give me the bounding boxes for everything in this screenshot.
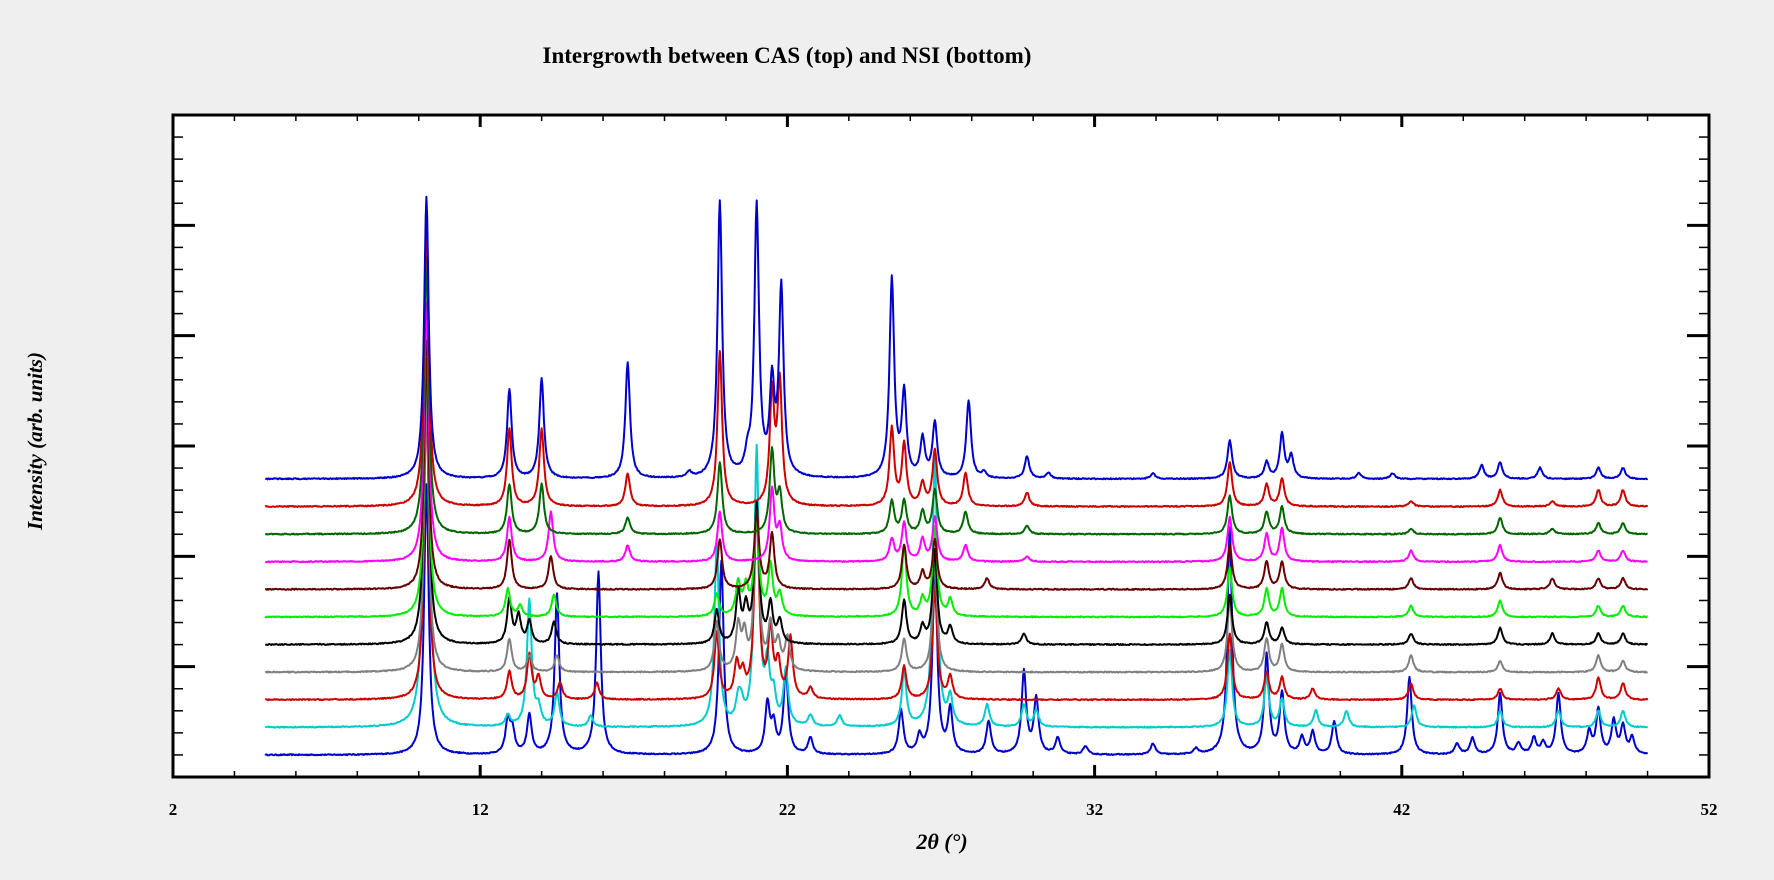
x-tick-label: 2 [169,800,178,819]
y-axis-label: Intensity (arb. units) [23,352,47,531]
tick-layer [171,113,1711,779]
pattern-series-line-4 [264,395,1648,674]
plot-area [171,113,1711,779]
pattern-series-line-7 [264,356,1649,591]
pattern-series-line-10 [264,213,1649,508]
x-tick-label: 32 [1086,800,1103,819]
x-tick-label: 22 [779,800,796,819]
pattern-series-line-6 [264,356,1648,619]
pattern-series-line-5 [264,339,1648,646]
series-layer [264,195,1649,757]
pattern-series-line-9 [264,257,1648,536]
x-tick-label: 12 [472,800,489,819]
x-tick-label: 52 [1701,800,1718,819]
x-axis-label: 2θ (°) [915,829,967,854]
chart-title: Intergrowth between CAS (top) and NSI (b… [543,43,1032,68]
pattern-series-line-2 [264,201,1649,729]
x-tick-label: 42 [1393,800,1410,819]
pattern-series-line-8 [264,301,1648,564]
pattern-series-line-1 [264,483,1649,757]
pattern-series-line-3 [264,395,1649,702]
x-tick-labels: 2 12 22 32 42 52 [169,800,1718,819]
pattern-series-line-11 [264,195,1649,481]
